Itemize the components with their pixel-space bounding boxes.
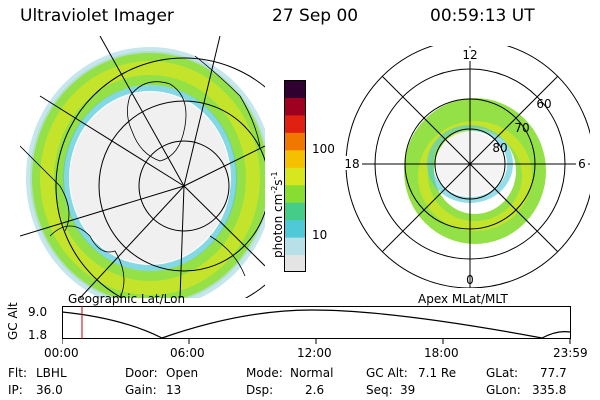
geographic-image (20, 36, 265, 298)
date-label: 27 Sep 00 (272, 6, 359, 26)
door-label: Door: (125, 366, 158, 380)
colorbar (284, 80, 306, 273)
altitude-xtick-1800: 18:00 (424, 346, 459, 360)
altitude-ylabel: GC Alt (6, 302, 20, 340)
colorbar-band (284, 80, 306, 98)
altitude-xtick-1200: 12:00 (297, 346, 332, 360)
ip-label: IP: (8, 383, 23, 397)
altitude-plot (62, 306, 571, 344)
altitude-xtick-2359: 23:59 (553, 346, 588, 360)
glon-value: 335.8 (532, 383, 567, 397)
ip-value: 36.0 (36, 383, 63, 397)
mlt-label-0: 0 (466, 273, 474, 287)
seq-value: 39 (400, 383, 416, 397)
altitude-ytick-max: 9.0 (28, 305, 48, 319)
colorbar-band (284, 97, 306, 116)
altitude-xtick-0000: 00:00 (44, 346, 79, 360)
geographic-caption: Geographic Lat/Lon (68, 292, 186, 306)
magnetic-caption: Apex MLat/MLT (418, 292, 508, 306)
time-label: 00:59:13 UT (430, 6, 535, 26)
lat-label-60: 60 (536, 97, 551, 111)
dsp-label: Dsp: (246, 383, 274, 397)
glat-value: 77.7 (540, 366, 567, 380)
mlt-label-12: 12 (462, 48, 477, 62)
colorbar-tick-100: 100 (312, 142, 335, 156)
colorbar-band (284, 132, 306, 151)
lat-label-70: 70 (514, 121, 529, 135)
colorbar-band (284, 184, 306, 203)
mlt-label-18: 18 (344, 157, 359, 171)
glon-label: GLon: (486, 383, 521, 397)
colorbar-gradient (284, 80, 306, 273)
altitude-ytick-min: 1.8 (28, 328, 48, 342)
gain-value: 13 (166, 383, 182, 397)
colorbar-band (284, 202, 306, 221)
gcalt-value: 7.1 Re (418, 366, 457, 380)
flt-value: LBHL (36, 366, 67, 380)
colorbar-unit-label: photon cm-2s-1 (270, 171, 285, 258)
gain-label: Gain: (125, 383, 157, 397)
mode-label: Mode: (246, 366, 283, 380)
instrument-title: Ultraviolet Imager (20, 6, 174, 26)
mode-value: Normal (290, 366, 334, 380)
door-value: Open (166, 366, 199, 380)
colorbar-band (284, 237, 306, 256)
dsp-value: 2.6 (305, 383, 325, 397)
flt-label: Flt: (8, 366, 27, 380)
colorbar-band (284, 149, 306, 168)
gcalt-label: GC Alt: (366, 366, 408, 380)
colorbar-tick-10: 10 (312, 228, 328, 242)
colorbar-band (284, 114, 306, 133)
glat-label: GLat: (486, 366, 519, 380)
lat-label-80: 80 (492, 141, 507, 155)
colorbar-band (284, 167, 306, 186)
colorbar-band (284, 254, 306, 273)
seq-label: Seq: (366, 383, 393, 397)
mlt-label-6: 6 (578, 157, 586, 171)
altitude-xtick-0600: 06:00 (170, 346, 205, 360)
magnetic-polar-image: 12 18 6 0 60 70 80 (342, 46, 590, 288)
colorbar-band (284, 219, 306, 238)
